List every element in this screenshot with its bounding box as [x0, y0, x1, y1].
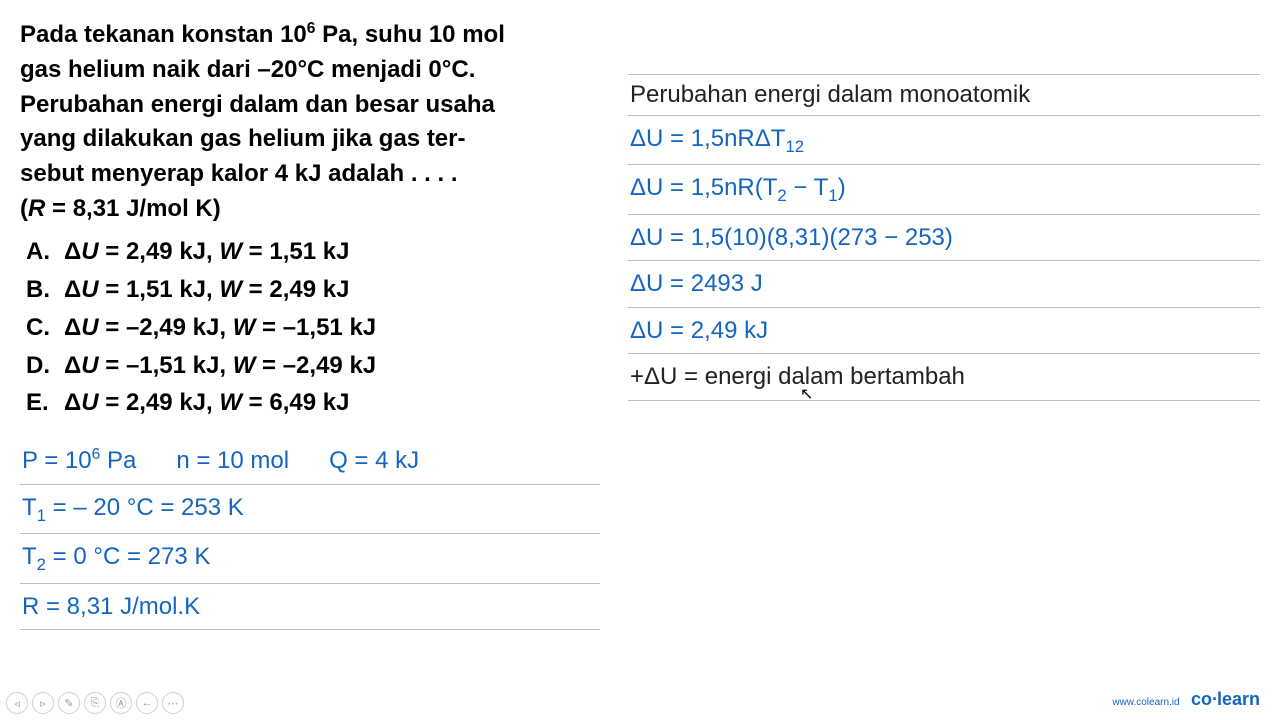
brand-url: www.colearn.id	[1112, 697, 1179, 708]
toolbar-copy-button[interactable]: ⎘	[84, 692, 106, 714]
brand: www.colearn.id co·learn	[1112, 689, 1260, 710]
q-line6-post: = 8,31 J/mol K)	[45, 195, 220, 222]
q-line2: gas helium naik dari –20°C menjadi 0°C.	[20, 56, 475, 83]
option-e-letter: E.	[20, 384, 64, 422]
question-text: Pada tekanan konstan 106 Pa, suhu 10 mol…	[20, 18, 600, 227]
solution-step-6: +ΔU = energi dalam bertambah	[628, 354, 1260, 401]
option-a-letter: A.	[20, 233, 64, 271]
q-line6-pre: (	[20, 195, 28, 222]
q-line1: Pada tekanan konstan 10	[20, 21, 307, 48]
pen-icon: ✎	[64, 697, 73, 710]
given-line-2: T1 = – 20 °C = 253 K	[20, 485, 600, 534]
option-b: B. ΔU = 1,51 kJ, W = 2,49 kJ	[20, 271, 600, 309]
next-icon: ▹	[40, 697, 46, 710]
toolbar: ◃ ▹ ✎ ⎘ Ⓐ ← ⋯	[6, 692, 184, 714]
q-line1b: Pa, suhu 10 mol	[315, 21, 504, 48]
option-e: E. ΔU = 2,49 kJ, W = 6,49 kJ	[20, 384, 600, 422]
copy-icon: ⎘	[91, 697, 100, 710]
given-line-3: T2 = 0 °C = 273 K	[20, 534, 600, 583]
q-line6-r: R	[28, 195, 45, 222]
option-a: A. ΔU = 2,49 kJ, W = 1,51 kJ	[20, 233, 600, 271]
solution-step-1: ΔU = 1,5nRΔT12	[628, 116, 1260, 165]
option-d-letter: D.	[20, 347, 64, 385]
search-icon: Ⓐ	[116, 695, 127, 711]
q-line4: yang dilakukan gas helium jika gas ter-	[20, 125, 466, 152]
given-line-1: P = 106 Pan = 10 molQ = 4 kJ	[20, 438, 600, 485]
solution-step-2: ΔU = 1,5nR(T2 − T1)	[628, 165, 1260, 214]
toolbar-next-button[interactable]: ▹	[32, 692, 54, 714]
prev-icon: ◃	[14, 697, 20, 710]
option-d: D. ΔU = –1,51 kJ, W = –2,49 kJ	[20, 347, 600, 385]
toolbar-pen-button[interactable]: ✎	[58, 692, 80, 714]
answer-options: A. ΔU = 2,49 kJ, W = 1,51 kJ B. ΔU = 1,5…	[20, 233, 600, 423]
solution-step-3: ΔU = 1,5(10)(8,31)(273 − 253)	[628, 215, 1260, 262]
q-line3: Perubahan energi dalam dan besar usaha	[20, 91, 495, 118]
toolbar-prev-button[interactable]: ◃	[6, 692, 28, 714]
solution-panel: Perubahan energi dalam monoatomik ΔU = 1…	[600, 18, 1260, 680]
option-c-letter: C.	[20, 309, 64, 347]
solution-step-5: ΔU = 2,49 kJ	[628, 308, 1260, 355]
solution-title: Perubahan energi dalam monoatomik	[628, 74, 1260, 116]
solution-step-4: ΔU = 2493 J	[628, 261, 1260, 308]
toolbar-search-button[interactable]: Ⓐ	[110, 692, 132, 714]
toolbar-more-button[interactable]: ⋯	[162, 692, 184, 714]
brand-logo: co·learn	[1191, 689, 1260, 709]
option-c: C. ΔU = –2,49 kJ, W = –1,51 kJ	[20, 309, 600, 347]
q-line5: sebut menyerap kalor 4 kJ adalah . . . .	[20, 160, 458, 187]
given-values: P = 106 Pan = 10 molQ = 4 kJ T1 = – 20 °…	[20, 438, 600, 630]
back-icon: ←	[142, 697, 153, 709]
given-line-4: R = 8,31 J/mol.K	[20, 584, 600, 631]
option-b-letter: B.	[20, 271, 64, 309]
toolbar-back-button[interactable]: ←	[136, 692, 158, 714]
more-icon: ⋯	[168, 697, 179, 710]
